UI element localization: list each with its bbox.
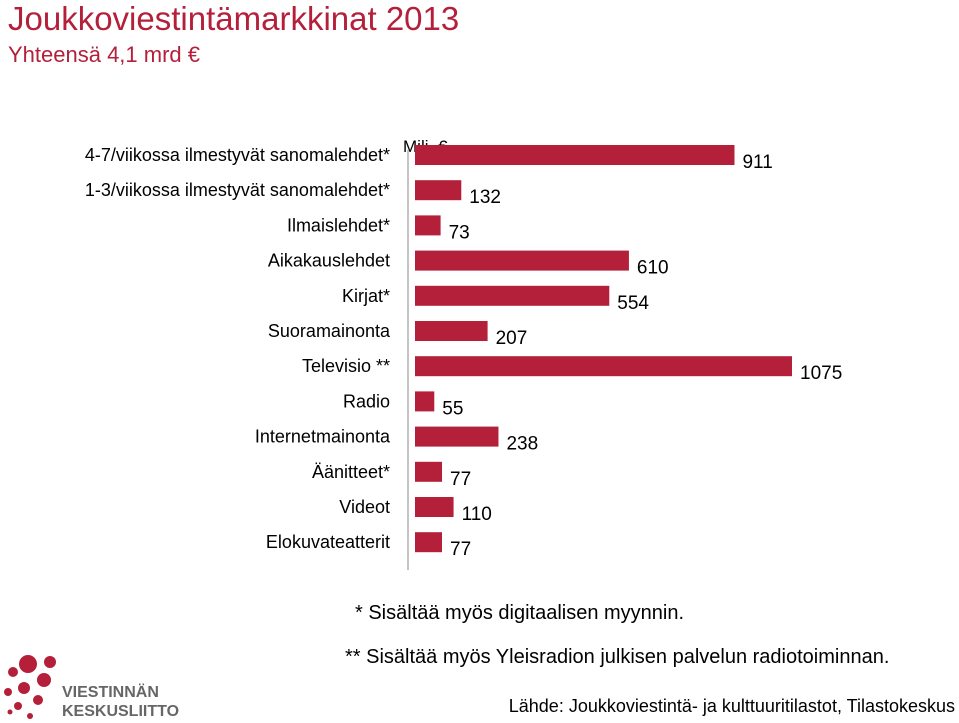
data-label: 1075	[800, 363, 842, 384]
bar	[415, 145, 735, 165]
category-label: Aikakauslehdet	[268, 251, 390, 271]
category-label: 4-7/viikossa ilmestyvät sanomalehdet*	[85, 145, 390, 165]
category-label: Elokuvateatterit	[266, 532, 390, 552]
category-label: Videot	[339, 497, 390, 517]
bar	[415, 250, 629, 271]
source-note: Lähde: Joukkoviestintä- ja kulttuuritila…	[508, 696, 955, 716]
logo-line2: KESKUSLIITTO	[62, 703, 179, 720]
data-label: 77	[450, 469, 471, 490]
category-label: Äänitteet*	[312, 462, 390, 482]
bar	[415, 426, 499, 447]
footnote-yle: ** Sisältää myös Yleisradion julkisen pa…	[345, 646, 890, 668]
bar	[415, 321, 488, 341]
data-label: 610	[637, 258, 669, 279]
page-title: Joukkoviestintämarkkinat 2013	[8, 0, 460, 37]
category-label: Kirjat*	[342, 286, 390, 306]
bar	[415, 180, 462, 201]
category-label: Ilmaislehdet*	[287, 215, 390, 235]
category-label: 1-3/viikossa ilmestyvät sanomalehdet*	[85, 180, 390, 200]
data-label: 55	[442, 398, 463, 419]
category-label: Televisio **	[302, 356, 390, 376]
category-label: Internetmainonta	[255, 427, 391, 447]
page-subtitle: Yhteensä 4,1 mrd €	[8, 42, 201, 67]
bar-chart: Milj. €4-7/viikossa ilmestyvät sanomaleh…	[85, 137, 842, 570]
bar	[415, 532, 443, 553]
data-label: 110	[462, 504, 492, 525]
data-label: 554	[617, 293, 649, 314]
bar	[415, 461, 443, 482]
data-label: 77	[450, 539, 471, 560]
data-label: 207	[496, 328, 528, 349]
viestinnan-keskusliitto-logo: VIESTINNÄN KESKUSLIITTO	[4, 655, 179, 720]
category-label: Radio	[343, 391, 390, 411]
data-label: 911	[742, 152, 772, 173]
footnote-digital: * Sisältää myös digitaalisen myynnin.	[355, 602, 685, 624]
data-label: 73	[449, 222, 470, 243]
bar	[415, 285, 610, 306]
category-label: Suoramainonta	[268, 321, 391, 341]
bar	[415, 497, 454, 517]
bar	[415, 215, 441, 236]
data-label: 238	[506, 434, 538, 455]
bar	[415, 356, 792, 377]
data-label: 132	[469, 187, 501, 208]
bar	[415, 391, 435, 412]
logo-line1: VIESTINNÄN	[62, 683, 159, 701]
